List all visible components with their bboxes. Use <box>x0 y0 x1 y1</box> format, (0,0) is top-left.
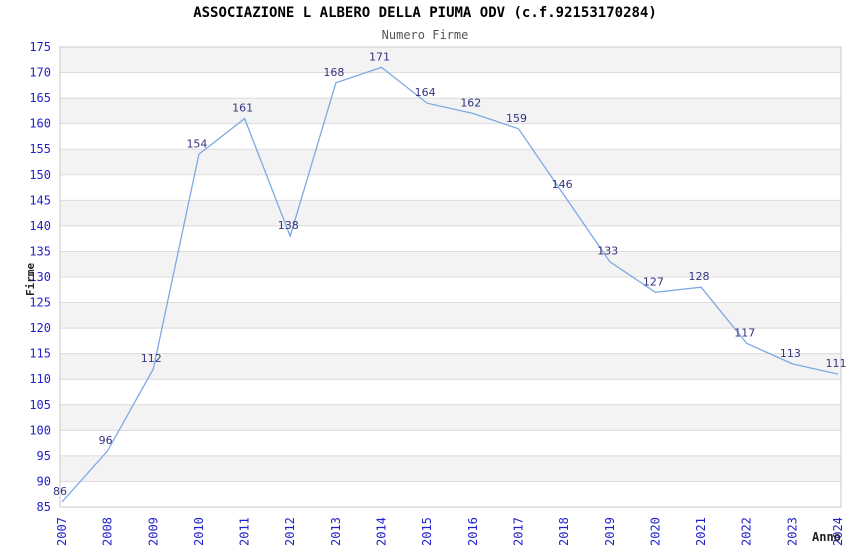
y-grid-band <box>60 47 841 73</box>
data-point-label: 113 <box>780 347 801 360</box>
x-tick-label: 2014 <box>375 517 389 546</box>
y-tick-label: 115 <box>29 347 51 361</box>
y-grid-band <box>60 123 841 150</box>
x-tick-label: 2016 <box>466 517 480 546</box>
y-grid-band <box>60 72 841 99</box>
y-tick-label: 85 <box>37 500 51 514</box>
chart-title: ASSOCIAZIONE L ALBERO DELLA PIUMA ODV (c… <box>193 5 657 21</box>
data-point-label: 128 <box>689 270 710 283</box>
y-tick-label: 120 <box>29 321 51 335</box>
data-point-label: 168 <box>323 66 344 79</box>
data-point-label: 161 <box>232 102 253 115</box>
y-tick-label: 90 <box>37 474 51 488</box>
x-tick-label: 2024 <box>831 517 845 546</box>
x-tick-label: 2011 <box>238 517 252 546</box>
y-axis-title: Firme <box>24 263 37 296</box>
y-grid-band <box>60 379 841 405</box>
y-tick-label: 150 <box>29 168 51 182</box>
y-tick-label: 140 <box>29 219 51 233</box>
y-tick-label: 125 <box>29 296 51 310</box>
y-grid-band <box>60 481 841 507</box>
x-tick-label: 2012 <box>283 517 297 546</box>
y-tick-label: 130 <box>29 270 51 284</box>
x-tick-label: 2019 <box>603 517 617 546</box>
y-grid-band <box>60 353 841 380</box>
x-tick-label: 2022 <box>740 517 754 546</box>
chart-subtitle: Numero Firme <box>381 28 469 42</box>
x-tick-label: 2020 <box>648 517 662 546</box>
data-point-label: 159 <box>506 112 527 125</box>
data-point-label: 127 <box>643 275 664 288</box>
x-tick-label: 2007 <box>55 517 69 546</box>
x-tick-label: 2013 <box>329 517 343 546</box>
data-point-label: 146 <box>552 178 573 191</box>
data-point-label: 117 <box>734 326 755 339</box>
data-point-label: 171 <box>369 50 390 63</box>
data-point-label: 164 <box>415 86 436 99</box>
plot-border <box>59 46 842 508</box>
x-tick-label: 2008 <box>101 517 115 546</box>
data-point-label: 86 <box>53 485 67 498</box>
y-grid-band <box>60 200 841 226</box>
y-grid-band <box>60 302 841 329</box>
x-axis-title: Anno <box>812 530 841 544</box>
x-tick-label: 2023 <box>785 517 799 546</box>
data-point-label: 162 <box>460 96 481 109</box>
y-grid-band <box>60 98 841 124</box>
y-tick-label: 160 <box>29 117 51 131</box>
data-point-label: 154 <box>186 137 207 150</box>
y-tick-label: 165 <box>29 91 51 105</box>
y-tick-label: 100 <box>29 423 51 437</box>
y-grid-band <box>60 430 841 456</box>
y-grid-band <box>60 149 841 175</box>
chart-line <box>61 66 839 503</box>
y-grid-band <box>60 455 841 482</box>
y-tick-label: 135 <box>29 244 51 258</box>
x-tick-label: 2015 <box>420 517 434 546</box>
y-grid-band <box>60 328 841 354</box>
y-grid-band <box>60 225 841 252</box>
x-tick-label: 2018 <box>557 517 571 546</box>
y-tick-label: 145 <box>29 193 51 207</box>
y-tick-label: 175 <box>29 40 51 54</box>
y-grid-band <box>60 277 841 303</box>
data-point-label: 112 <box>141 352 162 365</box>
data-point-label: 133 <box>597 245 618 258</box>
x-tick-label: 2021 <box>694 517 708 546</box>
y-tick-label: 155 <box>29 142 51 156</box>
y-tick-label: 110 <box>29 372 51 386</box>
data-point-label: 111 <box>826 357 847 370</box>
x-tick-label: 2010 <box>192 517 206 546</box>
data-point-label: 96 <box>99 434 113 447</box>
y-tick-label: 105 <box>29 398 51 412</box>
y-grid-band <box>60 174 841 201</box>
y-grid-band <box>60 404 841 431</box>
data-point-label: 138 <box>278 219 299 232</box>
x-tick-label: 2009 <box>146 517 160 546</box>
y-tick-label: 170 <box>29 66 51 80</box>
x-tick-label: 2017 <box>511 517 525 546</box>
y-grid-band <box>60 251 841 277</box>
y-tick-label: 95 <box>37 449 51 463</box>
